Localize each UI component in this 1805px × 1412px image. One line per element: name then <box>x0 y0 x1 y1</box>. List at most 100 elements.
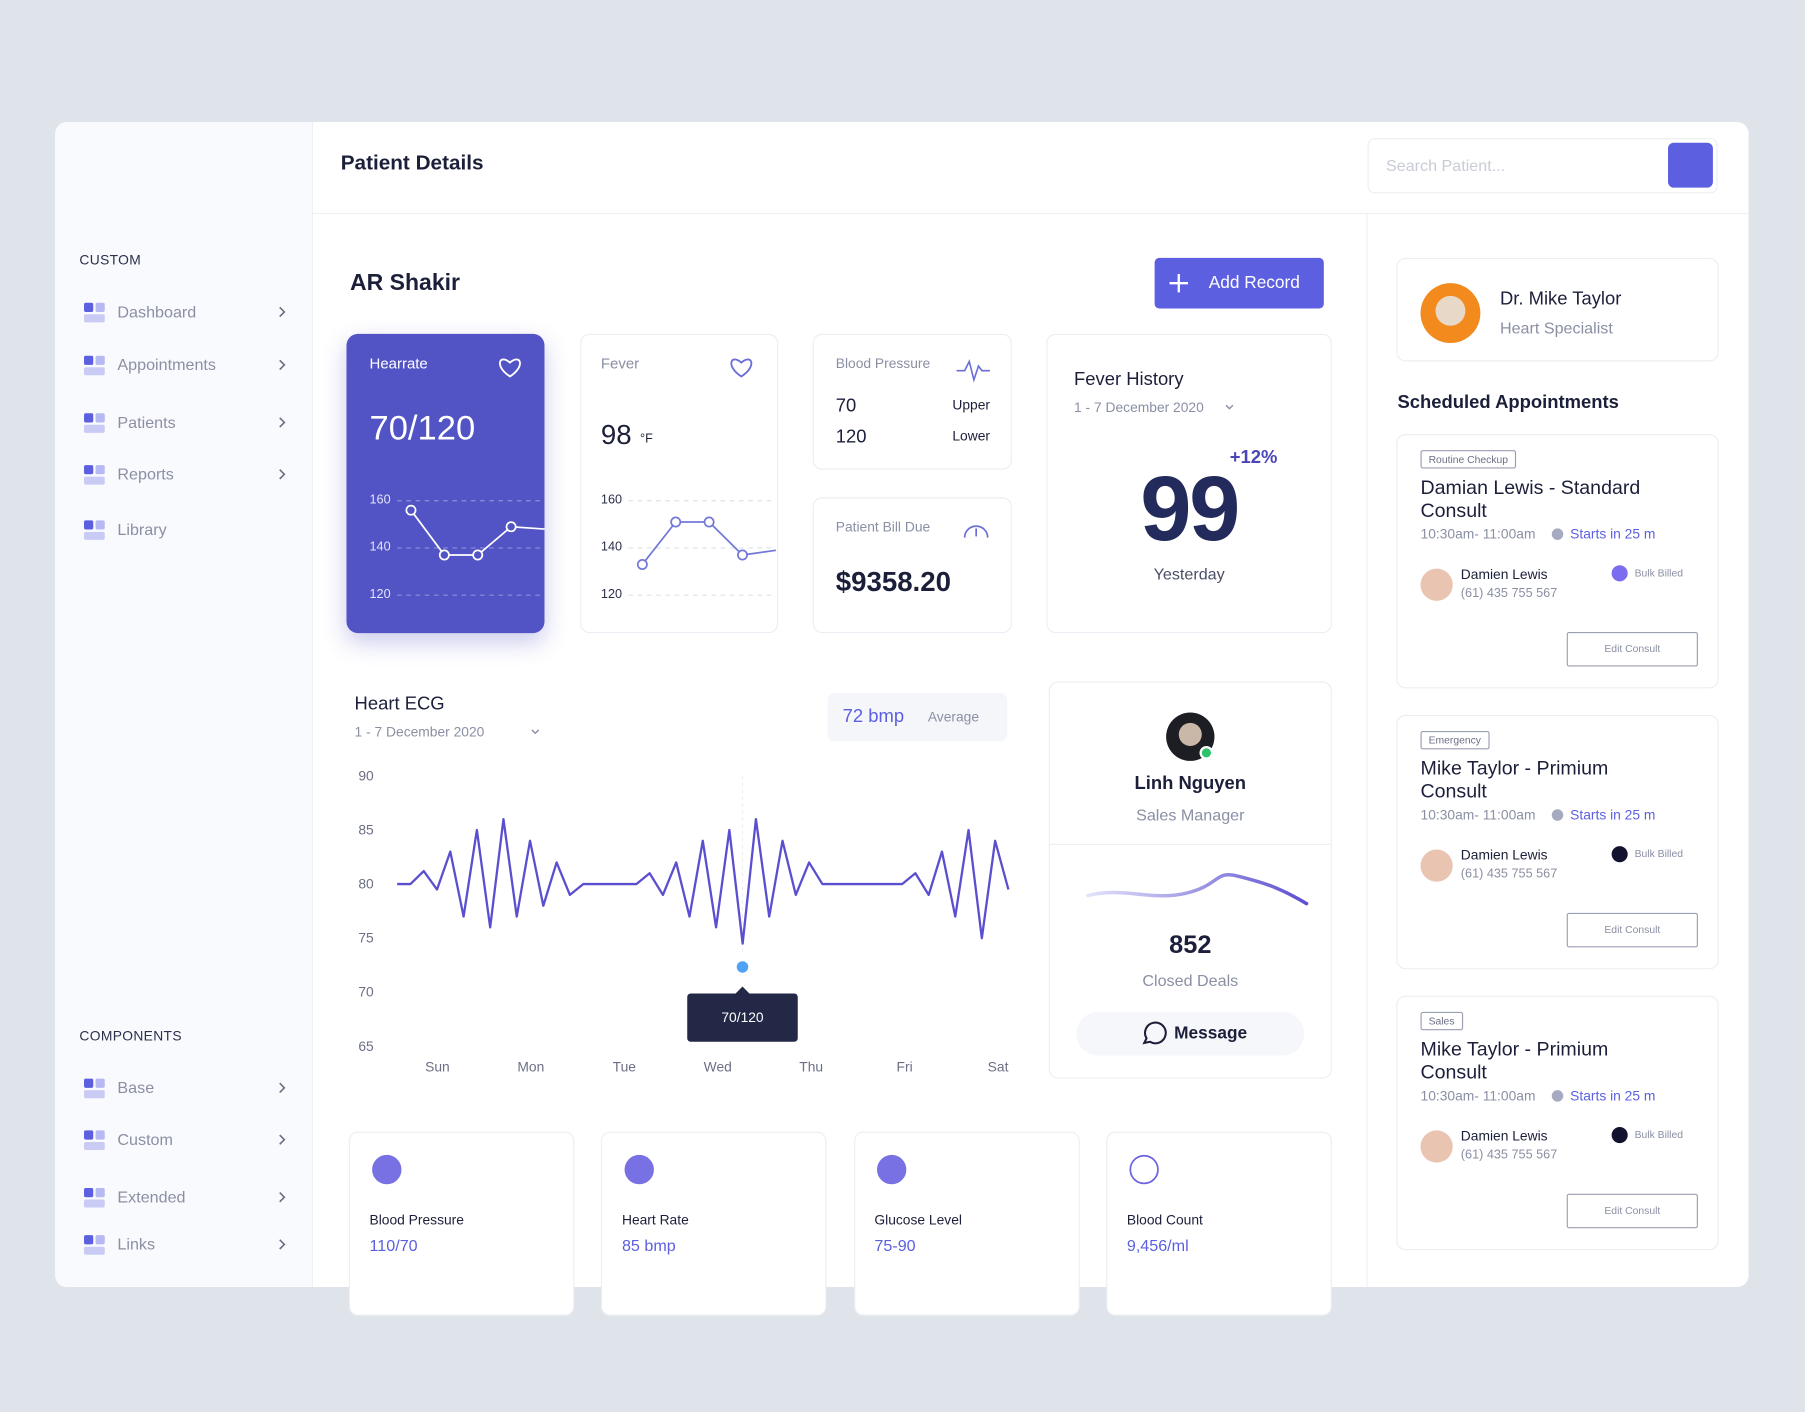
card-label: Fever <box>600 354 640 373</box>
appointment-time: 10:30am- 11:00am <box>1420 1087 1536 1104</box>
bill-card <box>812 497 1012 634</box>
appointment-card <box>1396 995 1719 1251</box>
y-tick-label: 75 <box>358 929 374 947</box>
edit-consult-button[interactable] <box>1566 1193 1698 1229</box>
y-tick-label: 85 <box>358 821 374 838</box>
chart-title: Heart ECG <box>354 694 445 715</box>
search-button[interactable] <box>1668 142 1713 188</box>
appointment-card <box>1396 433 1719 689</box>
person-phone: (61) 435 755 567 <box>1460 1148 1558 1162</box>
y-tick-label: 160 <box>600 493 623 507</box>
y-tick-label: 140 <box>369 540 391 555</box>
doctor-name: Dr. Mike Taylor <box>1499 289 1622 309</box>
appointment-title: Damian Lewis - Standard Consult <box>1420 476 1641 522</box>
date-range: 1 - 7 December 2020 <box>1074 399 1204 416</box>
card-label: Blood Pressure <box>835 355 931 372</box>
x-tick-label: Sat <box>987 1058 1009 1075</box>
card-title: Fever History <box>1074 369 1184 390</box>
doctor-role: Heart Specialist <box>1499 318 1613 337</box>
x-tick-label: Tue <box>612 1058 636 1075</box>
y-tick-label: 65 <box>358 1038 374 1055</box>
nav-label: Extended <box>117 1187 186 1206</box>
bp-card <box>812 333 1012 470</box>
x-tick-label: Fri <box>896 1058 913 1075</box>
fever-history-card <box>1046 333 1332 634</box>
average-label: Average <box>927 708 980 725</box>
appointment-time: 10:30am- 11:00am <box>1420 525 1536 542</box>
y-tick-label: 70 <box>358 984 374 1001</box>
card-label: Patient Bill Due <box>835 518 931 536</box>
nav-item[interactable] <box>74 454 300 495</box>
change: +12% <box>1229 448 1278 468</box>
edit-consult-label: Edit Consult <box>1604 923 1661 936</box>
big-value: 99 <box>1140 457 1240 560</box>
stat-value: 9,456/ml <box>1126 1235 1189 1255</box>
message-button[interactable] <box>1076 1011 1305 1056</box>
x-tick-label: Thu <box>799 1058 824 1075</box>
person-name: Damien Lewis <box>1460 847 1548 864</box>
nav-label: Patients <box>117 412 176 432</box>
hearrate-card <box>346 333 545 634</box>
edit-consult-button[interactable] <box>1566 912 1698 948</box>
tag: Emergency <box>1420 730 1490 750</box>
nav-label: Custom <box>117 1129 173 1149</box>
bp-label: Lower <box>952 428 990 445</box>
bill-value: $9358.20 <box>835 567 951 599</box>
tag: Sales <box>1420 1011 1463 1031</box>
nav-item[interactable] <box>74 1119 300 1160</box>
nav-label: Appointments <box>117 355 216 374</box>
y-tick-label: 90 <box>358 767 374 784</box>
nav-item[interactable] <box>74 509 300 550</box>
bp-label: Upper <box>952 396 990 414</box>
profile-role: Sales Manager <box>1136 805 1245 824</box>
x-tick-label: Mon <box>517 1058 545 1075</box>
edit-consult-label: Edit Consult <box>1604 1204 1661 1217</box>
card-label: Hearrate <box>369 354 428 373</box>
header-divider <box>313 212 1749 215</box>
nav-label: Base <box>117 1078 155 1097</box>
y-tick-label: 140 <box>600 540 623 555</box>
bp-value: 120 <box>835 427 867 448</box>
profile-caption: Closed Deals <box>1142 971 1239 990</box>
stat-label: Glucose Level <box>874 1211 962 1229</box>
person-name: Damien Lewis <box>1460 1127 1548 1145</box>
y-tick-label: 160 <box>369 493 391 507</box>
tag: Routine Checkup <box>1420 450 1517 469</box>
card-value: 98 <box>600 419 632 451</box>
appointment-card <box>1396 714 1719 970</box>
appointment-starts: Starts in 25 m <box>1570 1087 1656 1104</box>
stat-label: Blood Count <box>1126 1211 1203 1229</box>
section-title: CUSTOM <box>79 251 142 268</box>
search-box[interactable] <box>1367 138 1718 194</box>
x-tick-label: Wed <box>703 1058 732 1075</box>
message-label: Message <box>1174 1023 1248 1043</box>
average-pill <box>827 692 1008 742</box>
appointment-title: Mike Taylor - Primium Consult <box>1420 1038 1609 1084</box>
stat-label: Heart Rate <box>621 1211 689 1229</box>
appointment-title: Mike Taylor - Primium Consult <box>1420 757 1609 803</box>
nav-item[interactable] <box>74 1067 300 1108</box>
person-name: Damien Lewis <box>1460 566 1548 583</box>
date-range: 1 - 7 December 2020 <box>354 723 485 740</box>
profile-divider <box>1048 843 1332 845</box>
billing-label: Bulk Billed <box>1634 567 1684 579</box>
y-tick-label: 80 <box>358 875 374 892</box>
nav-item[interactable] <box>74 1224 300 1265</box>
nav-label: Dashboard <box>117 302 197 321</box>
stat-value: 75-90 <box>874 1235 916 1255</box>
nav-label: Links <box>117 1234 156 1254</box>
stat-value: 110/70 <box>369 1235 418 1255</box>
nav-item[interactable] <box>74 1176 300 1217</box>
x-tick-label: Sun <box>425 1058 450 1075</box>
card-unit: °F <box>640 432 653 446</box>
billing-label: Bulk Billed <box>1634 1128 1684 1141</box>
section-title: Scheduled Appointments <box>1397 393 1619 413</box>
person-phone: (61) 435 755 567 <box>1460 586 1558 601</box>
card-value: 70/120 <box>369 409 476 448</box>
y-tick-label: 120 <box>600 587 623 602</box>
person-phone: (61) 435 755 567 <box>1460 867 1558 882</box>
edit-consult-button[interactable] <box>1566 631 1698 667</box>
fever-card <box>580 333 779 634</box>
nav-item[interactable] <box>74 402 300 443</box>
